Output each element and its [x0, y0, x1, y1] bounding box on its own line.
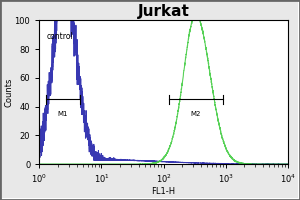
Text: M1: M1 [57, 111, 68, 117]
Text: M2: M2 [190, 111, 201, 117]
X-axis label: FL1-H: FL1-H [152, 187, 176, 196]
Text: control: control [47, 32, 74, 41]
Y-axis label: Counts: Counts [4, 77, 13, 107]
Title: Jurkat: Jurkat [138, 4, 190, 19]
